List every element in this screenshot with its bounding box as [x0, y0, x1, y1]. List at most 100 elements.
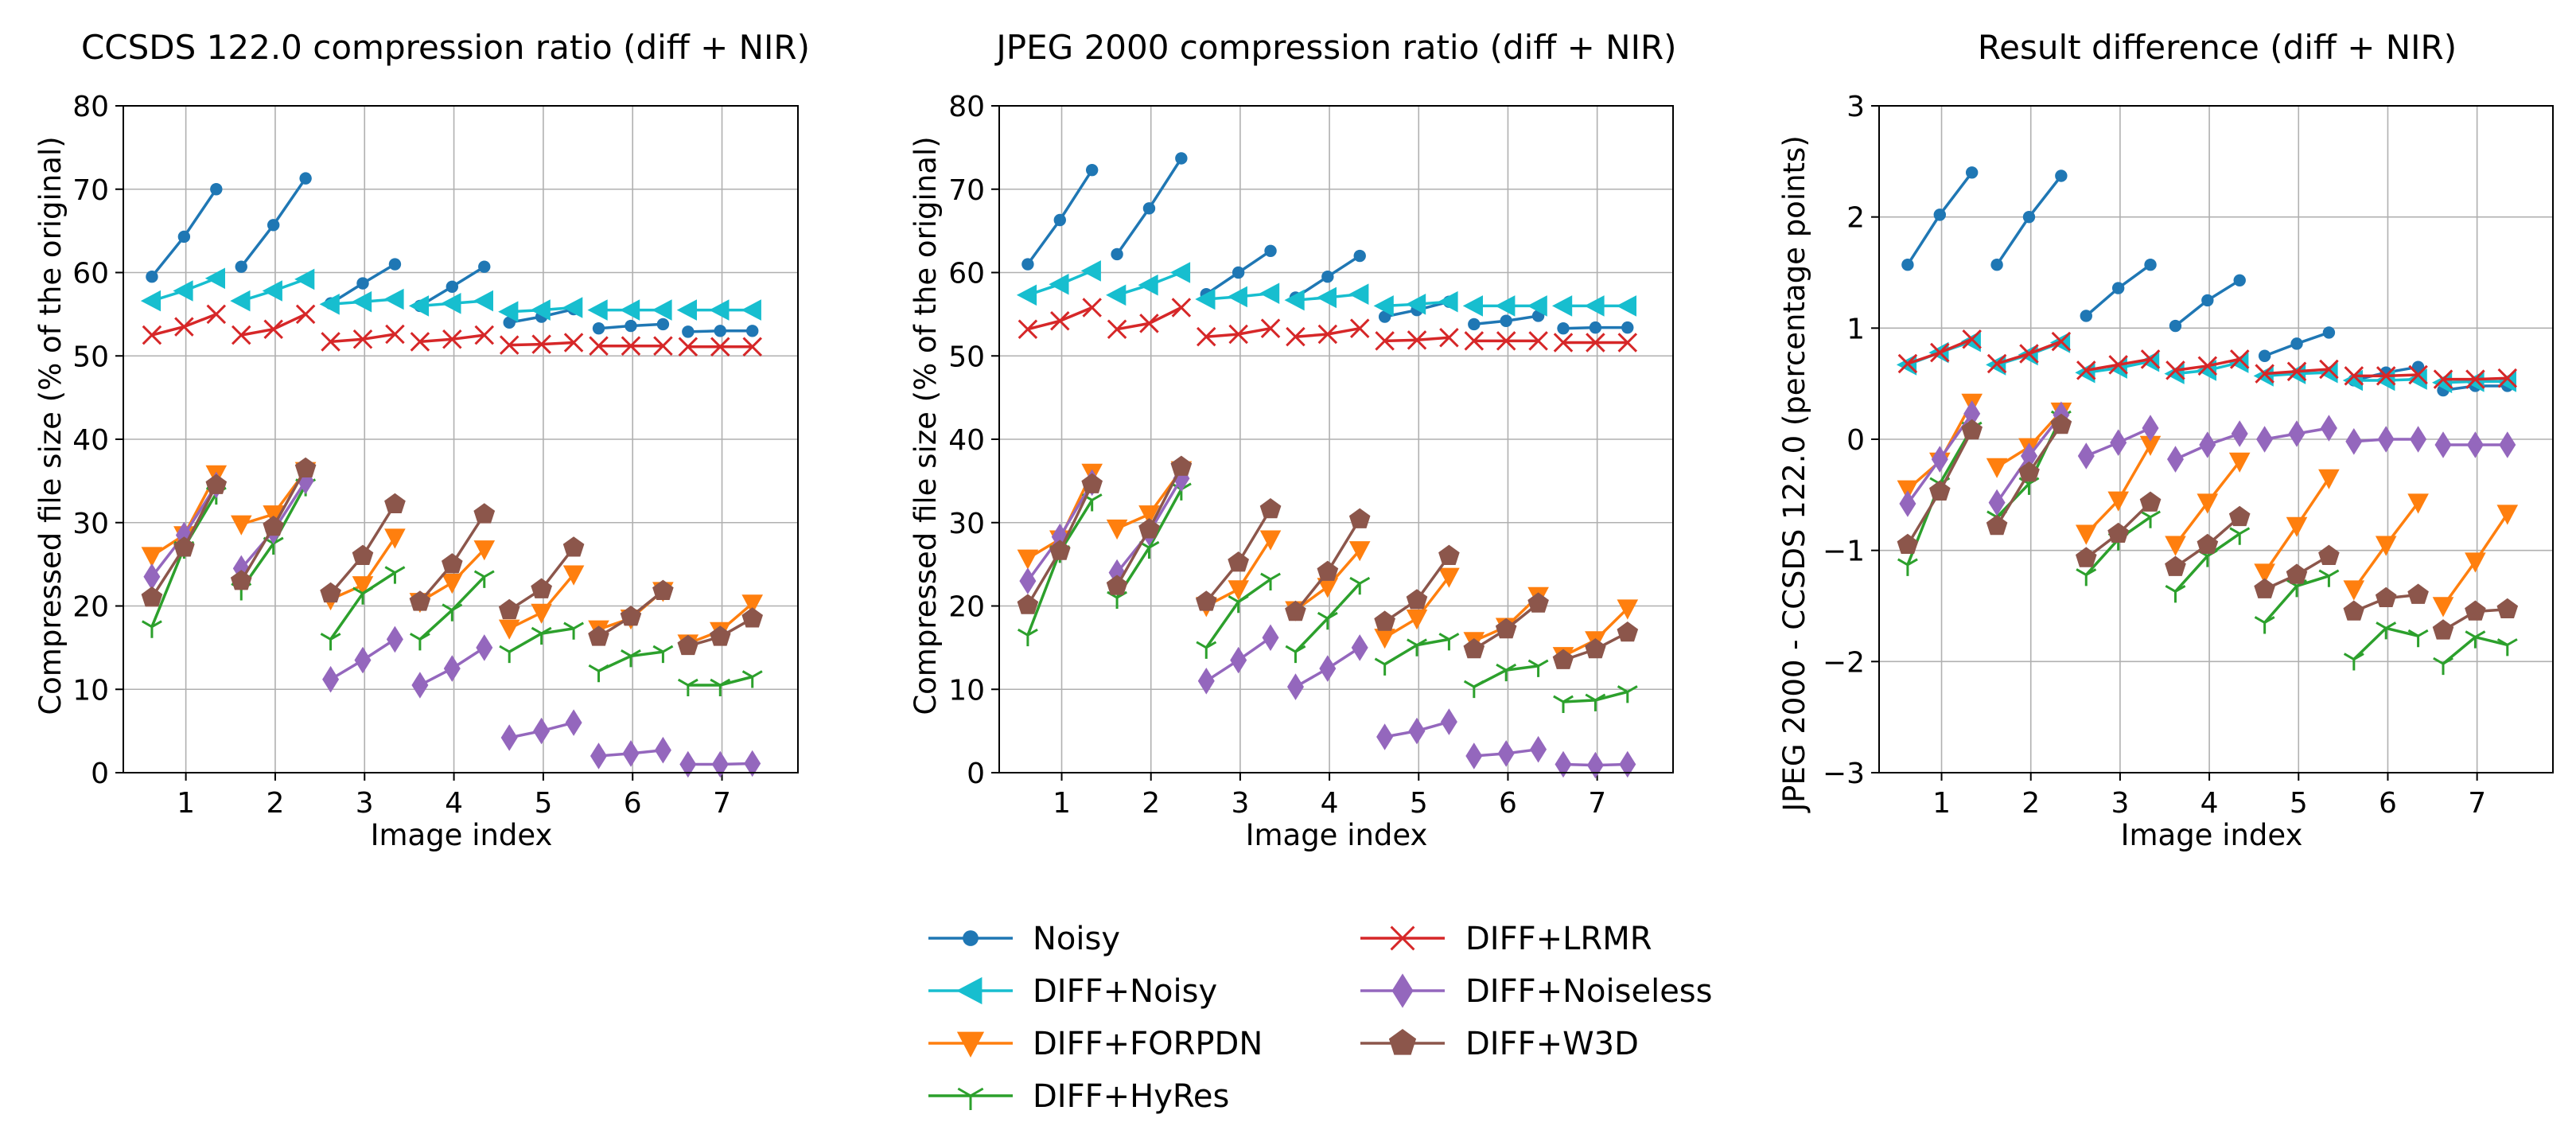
grid [1879, 105, 2553, 773]
data-point [2167, 446, 2184, 473]
legend-item-diff-noisy: DIFF+Noisy [928, 973, 1217, 1010]
data-point [294, 457, 317, 477]
data-point [741, 670, 763, 688]
y-tick-label: 50 [72, 341, 109, 373]
data-point [2466, 431, 2484, 458]
series-diff-noiseless [1899, 400, 2516, 517]
data-point [2286, 361, 2307, 382]
data-point [530, 299, 551, 321]
data-point [352, 544, 374, 565]
data-point [262, 280, 282, 302]
data-point [1264, 244, 1277, 257]
data-point [320, 582, 341, 603]
data-point [625, 319, 637, 333]
data-point [2142, 415, 2159, 442]
data-point [1106, 284, 1127, 306]
data-point [1259, 498, 1282, 519]
y-tick-label: 80 [72, 91, 109, 123]
x-tick-label: 2 [1142, 787, 1160, 820]
data-point [1081, 473, 1103, 493]
data-point [204, 267, 225, 290]
legend-marker [956, 1031, 985, 1058]
legend-marker [957, 1087, 984, 1110]
data-point [441, 293, 461, 314]
data-point [1527, 659, 1549, 677]
data-point [622, 740, 640, 767]
x-tick-label: 6 [624, 787, 642, 820]
data-point [498, 598, 520, 620]
data-point [710, 337, 730, 357]
data-point [2465, 600, 2486, 621]
data-point [320, 633, 341, 651]
data-point [2255, 364, 2274, 384]
panel-title: JPEG 2000 compression ratio (diff + NIR) [994, 28, 1676, 67]
series-line [1116, 306, 1182, 331]
data-point [1053, 213, 1066, 227]
data-point [175, 521, 193, 549]
data-point [174, 317, 194, 337]
legend-marker [1390, 925, 1415, 951]
data-point [1285, 600, 1306, 621]
x-tick-label: 1 [1932, 787, 1951, 820]
data-point [503, 316, 516, 329]
series-diff-noiseless [143, 467, 761, 778]
data-point [2076, 360, 2096, 380]
data-point [1962, 329, 1982, 349]
data-point [2465, 369, 2485, 389]
data-point [1049, 273, 1069, 295]
data-point [1406, 589, 1428, 610]
data-point [2107, 522, 2129, 543]
data-point [1019, 567, 1037, 594]
data-point [1374, 629, 1395, 649]
series-noisy [1901, 166, 2514, 397]
data-point [1353, 249, 1366, 263]
data-point [2496, 598, 2519, 618]
legend-label: DIFF+LRMR [1465, 921, 1652, 957]
y-tick-label: 0 [91, 758, 109, 790]
data-point [1259, 282, 1280, 304]
data-point [1111, 247, 1123, 261]
grid [123, 105, 798, 773]
data-point [473, 540, 496, 561]
data-point [1438, 290, 1458, 313]
data-point [231, 515, 252, 536]
data-point [2290, 337, 2303, 350]
data-point [319, 294, 340, 315]
data-point [1286, 326, 1306, 347]
data-point [621, 649, 641, 668]
data-point [709, 299, 730, 321]
data-point [442, 574, 463, 594]
legend-label: DIFF+W3D [1465, 1026, 1639, 1062]
data-point [2344, 366, 2364, 386]
x-tick-label: 4 [2200, 787, 2219, 820]
data-point [1929, 480, 1951, 501]
data-point [500, 724, 518, 751]
data-point [2021, 442, 2037, 469]
grid [999, 105, 1673, 773]
data-point [1527, 295, 1547, 317]
data-point [141, 586, 163, 607]
data-point [652, 579, 674, 600]
data-point [1317, 324, 1338, 345]
data-point [2318, 469, 2340, 489]
data-point [1259, 530, 1282, 551]
data-point [531, 603, 552, 624]
legend-item-diff-lrmr: DIFF+LRMR [1360, 921, 1652, 957]
data-point [409, 633, 430, 651]
data-point [1170, 455, 1193, 476]
data-point [1169, 262, 1191, 283]
data-point [1585, 638, 1606, 659]
data-point [2433, 657, 2453, 676]
data-point [322, 665, 340, 693]
plot-area [140, 172, 763, 778]
data-point [352, 290, 372, 313]
data-point [2139, 435, 2162, 456]
data-point [1228, 580, 1249, 601]
data-point [1438, 544, 1460, 565]
x-tick-label: 5 [2290, 787, 2308, 820]
data-point [1407, 638, 1427, 657]
x-tick-label: 4 [1321, 787, 1339, 820]
data-point [1463, 638, 1485, 659]
data-point [1142, 202, 1156, 215]
series-diff-lrmr [142, 304, 762, 357]
